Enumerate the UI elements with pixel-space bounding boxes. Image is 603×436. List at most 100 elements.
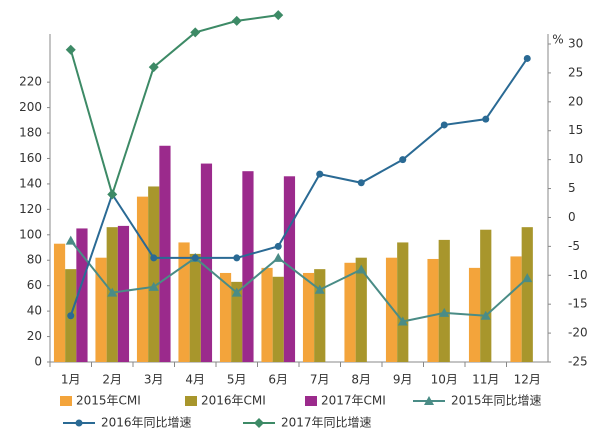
point	[254, 418, 264, 428]
y2-tick-label: 5	[568, 181, 576, 195]
point	[190, 27, 201, 38]
x-tick-label: 3月	[144, 373, 164, 387]
point	[75, 419, 83, 427]
y-tick-label: 80	[27, 253, 42, 267]
point	[397, 316, 408, 326]
x-tick-label: 12月	[514, 373, 541, 387]
bar	[219, 272, 232, 362]
y2-tick-label: 30	[568, 37, 583, 51]
legend-swatch	[305, 396, 317, 406]
x-tick-label: 8月	[351, 373, 371, 387]
bar	[272, 276, 284, 362]
y2-tick-label: -10	[568, 268, 588, 282]
point	[65, 235, 76, 245]
bar	[178, 242, 190, 362]
legend-label: 2015年CMI	[76, 394, 141, 408]
bar	[231, 281, 243, 362]
point	[273, 252, 284, 262]
y2-tick-label: -15	[568, 297, 588, 311]
bar	[427, 258, 439, 362]
y2-tick-label: -5	[568, 239, 580, 253]
bar	[95, 257, 107, 362]
bar	[510, 256, 522, 362]
point	[482, 115, 490, 123]
x-tick-label: 10月	[431, 373, 458, 387]
point	[107, 287, 118, 297]
point	[316, 170, 324, 178]
point	[439, 307, 450, 317]
y2-tick-label: -20	[568, 326, 588, 340]
y2-tick-label: 10	[568, 152, 583, 166]
line	[69, 14, 279, 198]
bar	[397, 242, 409, 362]
point	[65, 44, 76, 55]
point	[356, 264, 367, 274]
y-tick-label: 120	[19, 202, 42, 216]
point	[274, 242, 282, 250]
y-tick-label: 140	[19, 176, 42, 190]
point	[522, 273, 533, 283]
bar	[283, 176, 296, 362]
y2-tick-label: 0	[568, 210, 576, 224]
point	[148, 281, 159, 291]
legend-swatch	[185, 396, 197, 406]
x-tick-label: 11月	[472, 373, 499, 387]
legend-label: 2016年CMI	[201, 394, 266, 408]
point	[480, 310, 491, 320]
bar	[76, 228, 88, 362]
bar	[148, 186, 160, 362]
y-tick-label: 200	[19, 100, 42, 114]
point	[273, 10, 284, 21]
bar	[53, 243, 66, 362]
point	[399, 156, 407, 164]
x-tick-label: 4月	[185, 373, 205, 387]
bar	[159, 145, 171, 362]
y-tick-label: 220	[19, 75, 42, 89]
point	[150, 254, 158, 262]
y-tick-label: 0	[34, 355, 42, 369]
point	[523, 54, 531, 62]
point	[107, 189, 118, 200]
point	[314, 284, 325, 294]
bar	[344, 262, 356, 362]
point	[424, 396, 434, 405]
bar	[438, 239, 450, 362]
x-tick-label: 1月	[61, 373, 81, 387]
y2-tick-label: 15	[568, 123, 583, 137]
bar	[189, 253, 201, 362]
point	[231, 15, 242, 26]
y-tick-label: 40	[27, 304, 42, 318]
bar	[200, 163, 213, 362]
bar	[314, 269, 326, 362]
legend-label: 2017年CMI	[321, 394, 386, 408]
bar	[302, 272, 315, 362]
bar	[480, 229, 492, 362]
legend-label: 2015年同比增速	[451, 394, 542, 408]
bar	[136, 196, 149, 362]
point	[233, 254, 241, 262]
legend-label: 2017年同比增速	[281, 416, 372, 430]
x-tick-label: 5月	[227, 373, 247, 387]
line	[69, 239, 528, 323]
point	[440, 121, 448, 129]
legend-swatch	[60, 396, 72, 406]
y2-tick-label: 25	[568, 65, 583, 79]
y-tick-label: 60	[27, 278, 42, 292]
point	[231, 287, 242, 297]
point	[191, 254, 199, 262]
line	[69, 57, 529, 317]
point	[67, 312, 75, 320]
y2-tick-label: 20	[568, 94, 583, 108]
point	[357, 179, 365, 187]
y-tick-label: 20	[27, 329, 42, 343]
x-tick-label: 2月	[102, 373, 122, 387]
x-tick-label: 6月	[268, 373, 288, 387]
y2-axis-label: %	[552, 33, 563, 47]
legend-label: 2016年同比增速	[101, 416, 192, 430]
point	[148, 62, 159, 73]
bar	[117, 225, 130, 362]
bar	[521, 227, 533, 362]
bar	[242, 171, 254, 362]
y-tick-label: 160	[19, 151, 42, 165]
